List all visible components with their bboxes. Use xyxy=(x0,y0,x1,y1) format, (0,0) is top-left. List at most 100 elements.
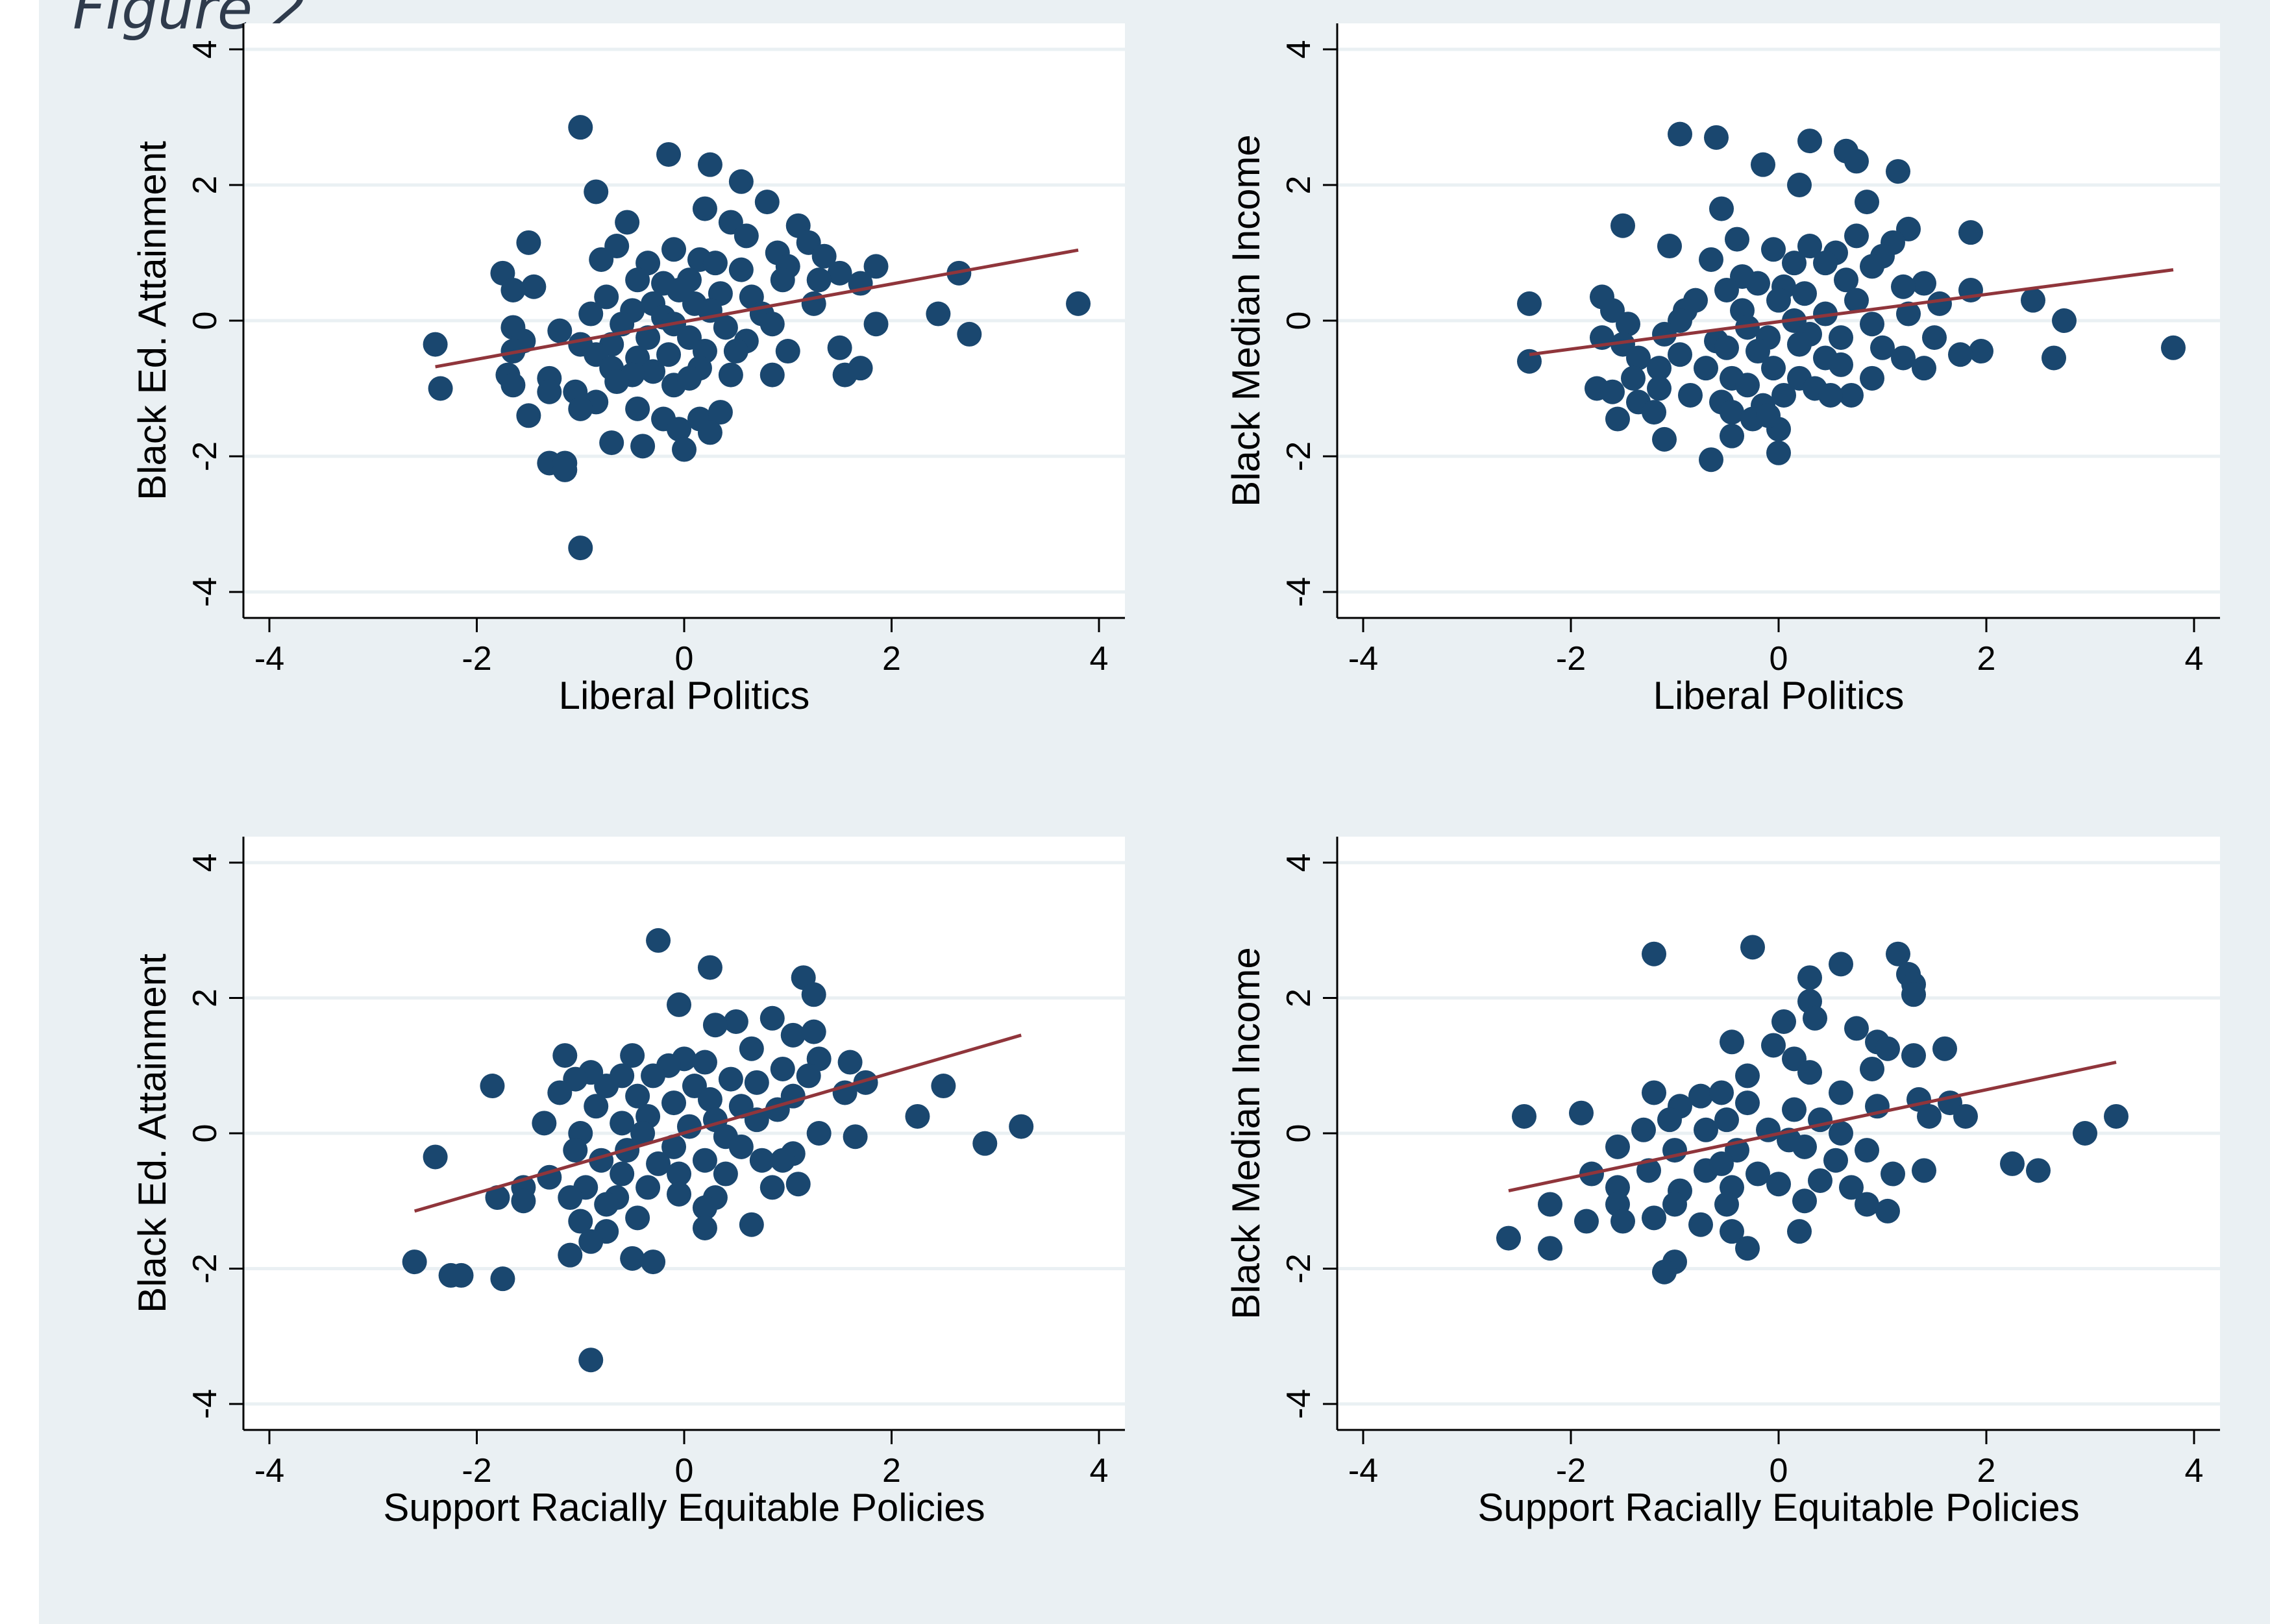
data-point xyxy=(563,1138,588,1163)
data-point xyxy=(1797,1060,1822,1085)
data-point xyxy=(1875,1036,1900,1061)
data-point xyxy=(1657,1107,1682,1133)
data-point xyxy=(532,1111,557,1136)
data-point xyxy=(1839,382,1864,408)
data-point xyxy=(1829,352,1853,377)
data-point xyxy=(547,1080,573,1105)
data-point xyxy=(780,1022,806,1048)
x-tick-label: 0 xyxy=(1770,640,1788,678)
data-point xyxy=(811,243,837,269)
data-point xyxy=(1694,1117,1718,1142)
data-point xyxy=(739,1036,764,1061)
data-point xyxy=(728,169,754,194)
data-point xyxy=(1735,1236,1760,1261)
data-point xyxy=(620,1043,645,1068)
data-point xyxy=(1709,1151,1734,1176)
data-point xyxy=(625,267,650,293)
x-tick-label: -2 xyxy=(462,1452,491,1490)
data-point xyxy=(521,274,547,299)
data-point xyxy=(1761,237,1786,262)
data-point xyxy=(723,1009,748,1034)
data-point xyxy=(723,339,748,364)
fitted-line xyxy=(435,248,1079,369)
x-axis-title: Support Racially Equitable Policies xyxy=(383,1486,985,1529)
y-tick-label: 2 xyxy=(186,989,224,1007)
data-point xyxy=(1756,403,1781,428)
data-point xyxy=(2042,345,2066,371)
data-point xyxy=(2000,1151,2025,1176)
data-point xyxy=(1746,271,1770,296)
data-point xyxy=(1829,1080,1853,1105)
data-point xyxy=(770,1056,795,1081)
x-tick-label: -2 xyxy=(462,640,491,678)
data-point xyxy=(630,1121,656,1146)
data-point xyxy=(1829,1121,1853,1146)
data-point xyxy=(728,257,754,282)
data-point xyxy=(770,1148,795,1173)
data-point xyxy=(672,437,697,462)
data-point xyxy=(1714,1107,1739,1133)
y-tick-label: 2 xyxy=(1280,989,1318,1007)
data-point xyxy=(516,230,541,255)
data-point xyxy=(1860,1056,1884,1081)
data-point xyxy=(1688,1083,1713,1109)
x-tick-label: 4 xyxy=(1090,1452,1109,1490)
data-point xyxy=(490,1266,515,1292)
data-point xyxy=(1969,339,1993,364)
data-point xyxy=(2052,308,2077,333)
x-tick-label: 0 xyxy=(675,1452,694,1490)
y-axis-title: Black Median Income xyxy=(1224,947,1268,1320)
data-point xyxy=(1787,1219,1812,1244)
data-point xyxy=(661,1134,687,1159)
data-point xyxy=(1652,321,1677,347)
x-tick-label: 2 xyxy=(882,1452,901,1490)
data-point xyxy=(801,1019,826,1044)
data-point xyxy=(500,373,526,398)
data-point xyxy=(1829,325,1853,351)
data-point xyxy=(1958,220,1983,245)
data-point xyxy=(759,1175,785,1200)
data-point xyxy=(1725,227,1749,252)
y-tick-label: 4 xyxy=(1280,40,1318,59)
scatter-plot-top-left: -4 -2 0 2 4 -4 -2 0 2 4 Liberal Politics Black Ed. … xyxy=(130,23,1125,717)
data-point xyxy=(615,210,640,235)
data-point xyxy=(775,339,800,364)
data-point xyxy=(718,1066,743,1092)
data-point xyxy=(599,430,624,456)
x-tick-label: 2 xyxy=(1977,640,1996,678)
data-point xyxy=(635,1175,661,1200)
data-point xyxy=(853,1070,878,1095)
data-point xyxy=(863,254,889,279)
data-point xyxy=(1746,1161,1770,1187)
data-point xyxy=(1844,223,1869,249)
data-point xyxy=(423,1144,448,1170)
data-point xyxy=(1626,345,1651,371)
data-point xyxy=(837,1050,863,1075)
data-point xyxy=(1886,159,1910,184)
data-point xyxy=(848,356,873,381)
y-tick-label: 0 xyxy=(186,1124,224,1143)
data-point xyxy=(568,1209,593,1234)
y-axis-title: Black Median Income xyxy=(1224,134,1268,507)
data-point xyxy=(697,420,722,445)
y-tick-label: -2 xyxy=(1280,1253,1318,1283)
data-point xyxy=(827,335,852,360)
data-point xyxy=(1766,1172,1791,1197)
data-point xyxy=(905,1103,930,1129)
data-point xyxy=(516,403,541,428)
data-point xyxy=(667,992,692,1017)
data-point xyxy=(1797,965,1822,990)
data-point xyxy=(1652,1259,1677,1285)
x-tick-label: 2 xyxy=(1977,1452,1996,1490)
data-point xyxy=(1652,426,1677,452)
data-point xyxy=(594,284,619,310)
y-tick-label: -2 xyxy=(186,441,224,471)
data-point xyxy=(511,1188,536,1214)
data-point xyxy=(1735,373,1760,398)
data-point xyxy=(1787,173,1812,197)
fitted-line xyxy=(1508,1061,2117,1193)
data-point xyxy=(594,1192,619,1217)
data-point xyxy=(1834,267,1858,293)
data-point xyxy=(1870,335,1895,360)
